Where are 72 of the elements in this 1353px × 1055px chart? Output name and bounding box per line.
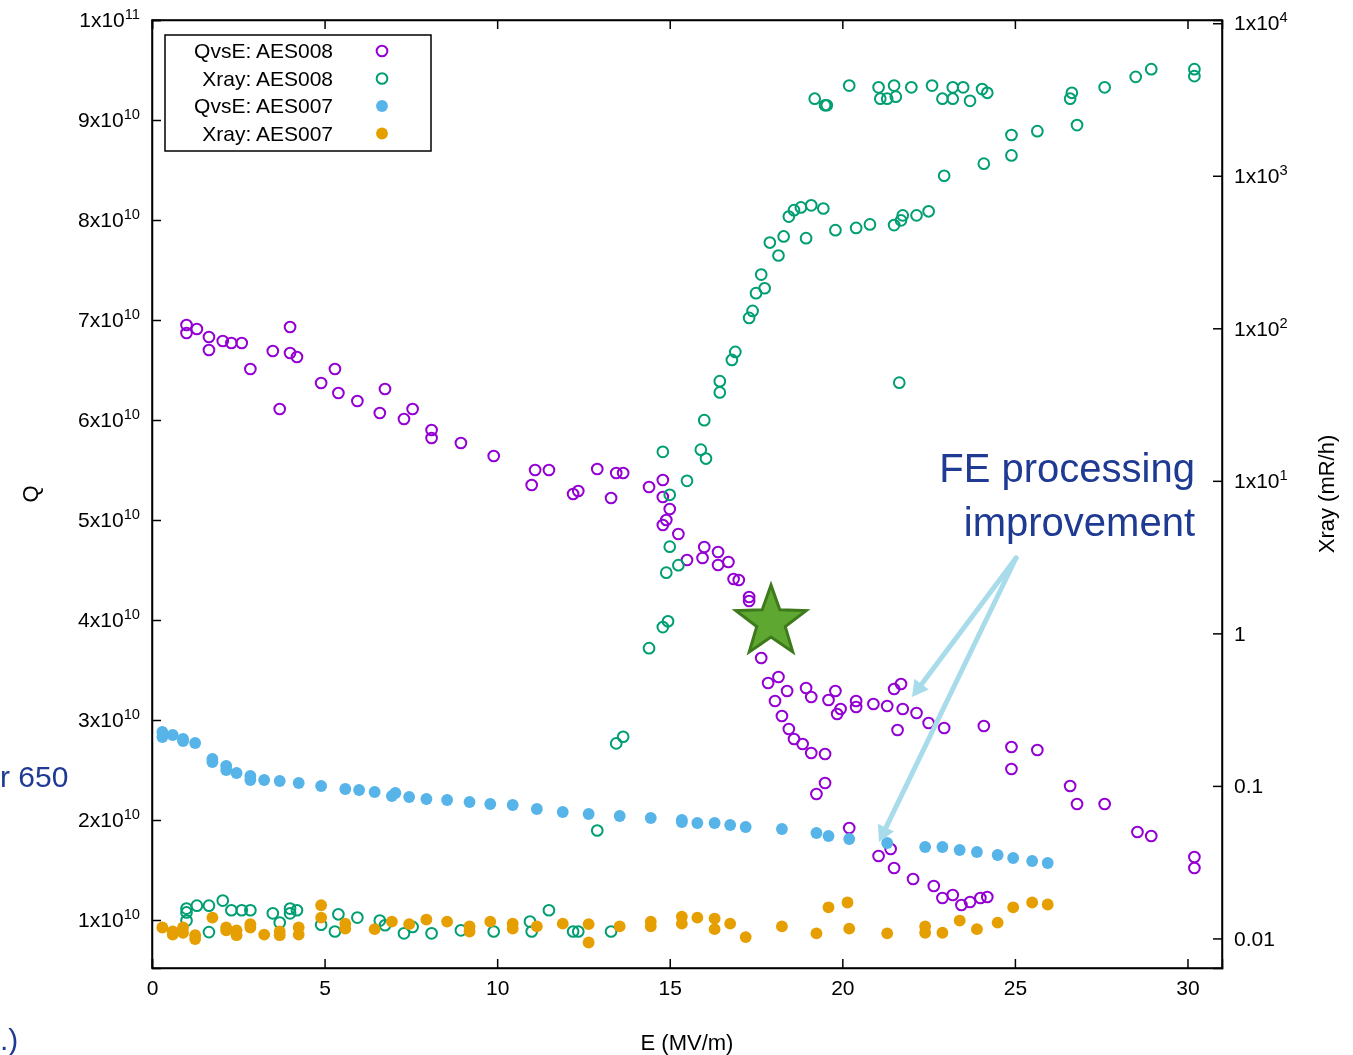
y2-tick-label: 1	[1234, 621, 1246, 645]
point	[691, 817, 704, 829]
point	[708, 817, 721, 829]
y2-tick-label: 1x10$^{4}$	[1234, 9, 1288, 35]
y-axis-title: Q	[18, 485, 43, 503]
point	[484, 798, 497, 810]
point	[991, 849, 1004, 861]
y-tick-label: 4x10$^{10}$	[78, 606, 140, 632]
point	[953, 844, 966, 856]
point	[166, 729, 179, 741]
point	[389, 787, 402, 799]
point	[724, 819, 737, 831]
point	[919, 841, 932, 853]
point	[230, 767, 243, 779]
x-tick-label: 10	[485, 975, 510, 999]
y-tick-label: 3x10$^{10}$	[78, 706, 140, 732]
point	[613, 810, 626, 822]
point	[881, 837, 894, 849]
y2-tick-label: 1x10$^{1}$	[1234, 467, 1288, 493]
y2-tick-label: 1x10$^{3}$	[1234, 161, 1288, 187]
y-tick-label: 5x10$^{10}$	[78, 506, 140, 532]
point	[368, 786, 381, 798]
x-tick-label: 30	[1176, 975, 1200, 999]
legend-label: Xray: AES008	[202, 66, 333, 90]
point	[441, 794, 454, 806]
y2-tick-label: 1x10$^{2}$	[1234, 314, 1288, 340]
point	[315, 780, 328, 792]
y-tick-label: 9x10$^{10}$	[78, 106, 140, 132]
point	[776, 823, 788, 835]
point	[258, 774, 271, 786]
point	[971, 846, 983, 858]
legend-label: QvsE: AES007	[194, 94, 333, 117]
point	[403, 791, 416, 803]
y-tick-label: 2x10$^{10}$	[78, 806, 140, 832]
y-tick-label: 8x10$^{10}$	[78, 206, 140, 232]
point	[822, 830, 835, 842]
x-tick-label: 15	[658, 975, 682, 999]
y-tick-label: 1x10$^{10}$	[78, 906, 140, 932]
point	[353, 784, 366, 796]
point	[1007, 852, 1020, 864]
point	[582, 808, 595, 820]
point	[506, 799, 519, 811]
point	[463, 796, 476, 808]
legend-label: Xray: AES007	[202, 121, 333, 145]
point	[273, 775, 286, 787]
point	[1026, 855, 1039, 867]
x-tick-label: 20	[831, 975, 855, 999]
point	[339, 783, 352, 795]
point	[644, 812, 657, 824]
y2-tick-label: 0.1	[1234, 774, 1264, 798]
point	[739, 821, 752, 833]
legend-label: QvsE: AES008	[194, 39, 333, 62]
text: r 650	[0, 760, 69, 793]
point	[1041, 857, 1054, 869]
point	[810, 827, 823, 839]
x-tick-label: 5	[319, 975, 331, 999]
x-tick-label: 25	[1003, 975, 1028, 999]
point	[556, 806, 569, 818]
point	[189, 737, 202, 749]
x-tick-label: 0	[146, 975, 159, 999]
point	[530, 803, 543, 815]
y2-tick-label: 0.01	[1234, 926, 1275, 950]
point	[936, 841, 949, 853]
y-tick-label: 6x10$^{10}$	[78, 406, 140, 432]
y-tick-label: 7x10$^{10}$	[78, 306, 140, 332]
y2-axis-title: Xray (mR/h)	[1314, 434, 1339, 554]
point	[843, 833, 856, 845]
point	[420, 793, 433, 805]
y-tick-label: 1x10$^{11}$	[79, 6, 140, 32]
annotation: FE processing improvement	[939, 446, 1195, 544]
point	[292, 777, 305, 789]
x-axis-title: E (MV/m)	[640, 1030, 734, 1055]
